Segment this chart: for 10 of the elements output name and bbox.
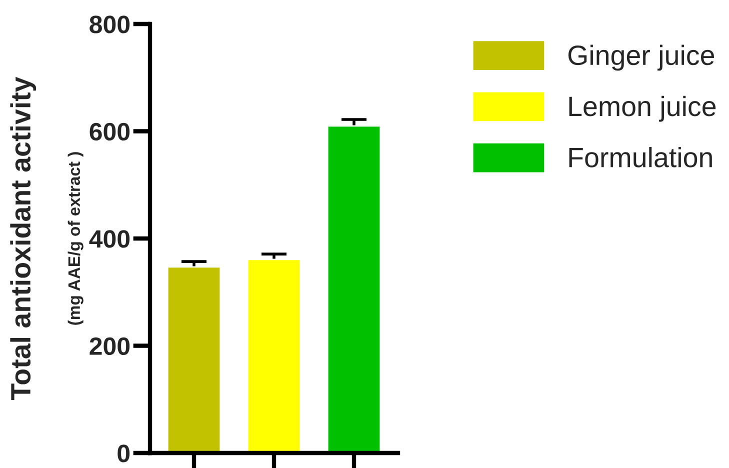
y-tick-label: 800 <box>90 16 130 34</box>
y-axis-title: Total antioxidant activity <box>10 76 36 400</box>
y-tick-label: 0 <box>118 444 130 462</box>
text: (mg AAE/g of extract ) <box>68 152 84 325</box>
y-tick-label: 200 <box>90 337 130 356</box>
y-tick-label: 600 <box>90 122 130 141</box>
legend-label: Formulation <box>569 146 712 168</box>
legend-label: Ginger juice <box>568 44 714 71</box>
y-tick-label: 400 <box>89 230 130 248</box>
legend-label: Lemon juice <box>569 96 716 122</box>
